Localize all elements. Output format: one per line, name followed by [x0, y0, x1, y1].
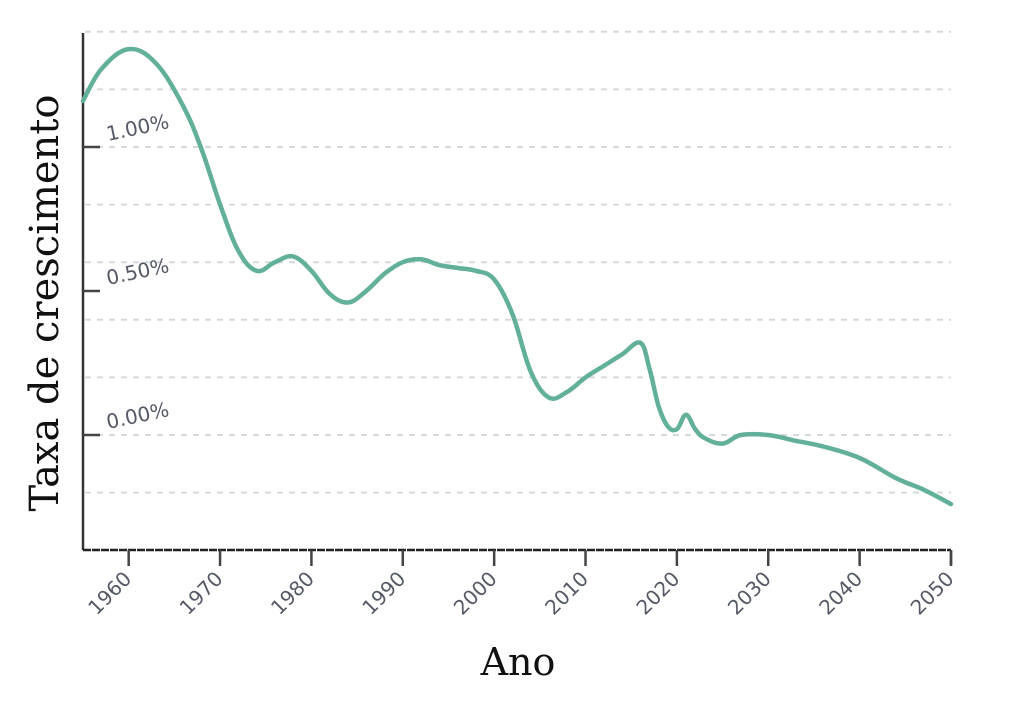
growth-rate-line: [80, 46, 954, 507]
y-tick-label: 0.00%: [104, 397, 171, 434]
gridlines: [85, 30, 951, 494]
x-tick-label: 2000: [449, 567, 502, 620]
y-tick-label: 1.00%: [104, 109, 171, 146]
y-axis: 0.00% 0.50% 1.00%: [81, 33, 171, 550]
x-axis: 1960 1970 1980 1990 2000 2010 2020 2030 2040 2050: [83, 548, 959, 620]
x-axis-title: Ano: [480, 640, 556, 684]
x-tick-label: 2010: [540, 567, 593, 620]
x-tick-label: 1960: [83, 567, 136, 620]
x-tick-label: 1990: [357, 567, 410, 620]
x-tick-label: 2050: [906, 567, 959, 620]
y-tick-label: 0.50%: [104, 253, 171, 290]
x-tick-label: 2040: [814, 567, 867, 620]
x-tick-label: 2030: [723, 567, 776, 620]
x-tick-label: 1980: [266, 567, 319, 620]
x-tick-label: 2020: [631, 567, 684, 620]
x-tick-label: 1970: [175, 567, 228, 620]
y-axis-title: Taxa de crescimento: [22, 94, 68, 512]
